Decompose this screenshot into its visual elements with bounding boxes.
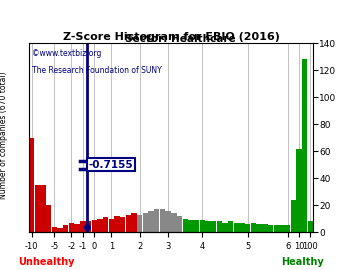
Bar: [97, 219, 103, 232]
Bar: [291, 200, 296, 232]
Bar: [251, 223, 256, 232]
Bar: [228, 221, 233, 232]
Text: Unhealthy: Unhealthy: [19, 256, 75, 266]
Bar: [40, 185, 46, 232]
Bar: [137, 215, 143, 232]
Bar: [217, 221, 222, 232]
Bar: [239, 223, 245, 232]
Bar: [160, 209, 165, 232]
Bar: [114, 216, 120, 232]
Bar: [120, 217, 125, 232]
Bar: [205, 221, 211, 232]
Bar: [234, 223, 239, 232]
Bar: [285, 225, 290, 232]
Bar: [63, 225, 68, 232]
Bar: [279, 225, 285, 232]
Bar: [177, 216, 182, 232]
Text: Sector: Healthcare: Sector: Healthcare: [125, 34, 235, 44]
Bar: [80, 221, 86, 232]
Bar: [69, 223, 74, 232]
Bar: [109, 219, 114, 232]
Bar: [154, 209, 159, 232]
Bar: [302, 59, 307, 232]
Bar: [296, 148, 302, 232]
Bar: [35, 185, 40, 232]
Bar: [274, 225, 279, 232]
Text: ©www.textbiz.org: ©www.textbiz.org: [32, 49, 101, 58]
Bar: [256, 224, 262, 232]
Bar: [143, 213, 148, 232]
Bar: [103, 217, 108, 232]
Bar: [52, 227, 57, 232]
Bar: [199, 220, 205, 232]
Bar: [148, 211, 154, 232]
Bar: [91, 220, 97, 232]
Bar: [222, 223, 228, 232]
Bar: [188, 220, 194, 232]
Bar: [183, 219, 188, 232]
Text: Healthy: Healthy: [281, 256, 324, 266]
Bar: [75, 224, 80, 232]
Bar: [268, 225, 273, 232]
Text: Number of companies (670 total): Number of companies (670 total): [0, 71, 8, 199]
Bar: [308, 221, 313, 232]
Bar: [211, 221, 216, 232]
Bar: [57, 228, 63, 232]
Bar: [29, 138, 34, 232]
Bar: [262, 224, 267, 232]
Bar: [171, 213, 176, 232]
Bar: [86, 221, 91, 232]
Bar: [194, 220, 199, 232]
Bar: [166, 211, 171, 232]
Bar: [126, 215, 131, 232]
Bar: [245, 224, 251, 232]
Text: The Research Foundation of SUNY: The Research Foundation of SUNY: [32, 66, 161, 75]
Title: Z-Score Histogram for EBIO (2016): Z-Score Histogram for EBIO (2016): [63, 32, 279, 42]
Text: -0.7155: -0.7155: [89, 160, 133, 170]
Bar: [131, 213, 137, 232]
Bar: [46, 205, 51, 232]
